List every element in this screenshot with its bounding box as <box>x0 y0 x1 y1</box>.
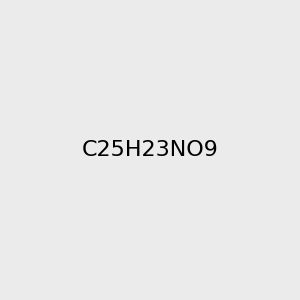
Text: C25H23NO9: C25H23NO9 <box>82 140 218 160</box>
